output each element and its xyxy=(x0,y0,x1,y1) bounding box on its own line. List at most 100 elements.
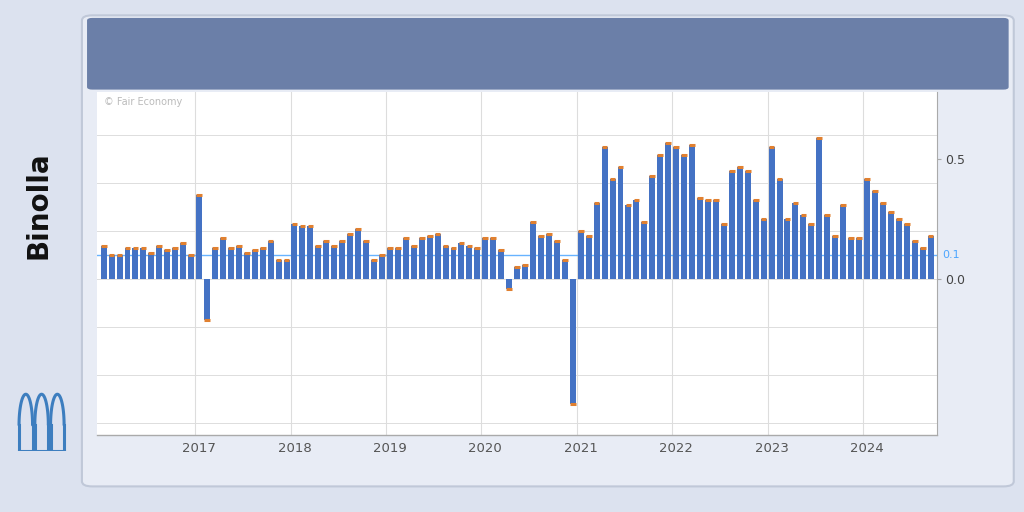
Bar xyxy=(315,246,322,279)
Bar xyxy=(148,253,155,279)
Bar xyxy=(737,166,742,279)
Bar xyxy=(172,248,178,279)
Bar xyxy=(252,250,258,279)
Bar xyxy=(427,236,432,279)
Bar xyxy=(713,200,719,279)
Bar xyxy=(117,255,123,279)
Bar xyxy=(379,255,385,279)
Bar xyxy=(911,241,918,279)
Bar xyxy=(673,147,679,279)
Bar xyxy=(434,233,440,279)
Bar xyxy=(164,250,170,279)
Bar xyxy=(880,203,886,279)
Bar xyxy=(761,219,767,279)
Bar xyxy=(808,224,814,279)
Bar xyxy=(260,248,265,279)
Bar xyxy=(514,267,520,279)
Bar xyxy=(856,239,862,279)
Bar xyxy=(721,224,727,279)
Bar xyxy=(769,147,774,279)
Bar xyxy=(364,241,369,279)
Bar xyxy=(928,236,934,279)
Bar xyxy=(522,265,528,279)
Bar xyxy=(371,260,377,279)
Bar xyxy=(634,200,639,279)
Bar xyxy=(920,248,926,279)
Bar xyxy=(569,279,575,404)
Bar xyxy=(474,248,480,279)
Bar xyxy=(864,179,870,279)
Bar xyxy=(188,255,195,279)
Bar xyxy=(705,200,711,279)
Bar xyxy=(896,219,902,279)
Bar xyxy=(626,205,632,279)
Bar xyxy=(275,260,282,279)
Bar xyxy=(744,172,751,279)
Bar xyxy=(609,179,615,279)
Bar xyxy=(355,229,361,279)
Bar xyxy=(482,239,488,279)
Bar xyxy=(466,246,472,279)
Bar xyxy=(267,241,273,279)
Bar xyxy=(689,145,695,279)
Bar xyxy=(546,233,552,279)
Bar xyxy=(649,176,655,279)
Bar xyxy=(753,200,759,279)
Bar xyxy=(554,241,560,279)
Bar xyxy=(442,246,449,279)
Bar xyxy=(109,255,115,279)
Bar xyxy=(132,248,138,279)
Text: © Fair Economy: © Fair Economy xyxy=(104,97,182,108)
Bar xyxy=(729,172,735,279)
Bar xyxy=(848,239,854,279)
Bar xyxy=(236,246,242,279)
Bar xyxy=(244,253,250,279)
Bar xyxy=(499,250,504,279)
Bar xyxy=(801,215,806,279)
Bar xyxy=(125,248,130,279)
Bar xyxy=(347,233,353,279)
Bar xyxy=(411,246,417,279)
Bar xyxy=(506,279,512,289)
Bar xyxy=(840,205,846,279)
Bar xyxy=(100,246,106,279)
Bar xyxy=(594,203,600,279)
Bar xyxy=(490,239,497,279)
Text: 0.1: 0.1 xyxy=(942,250,961,260)
Bar xyxy=(324,241,330,279)
Bar xyxy=(586,236,592,279)
Bar xyxy=(307,226,313,279)
Bar xyxy=(641,222,647,279)
Bar xyxy=(339,241,345,279)
Bar xyxy=(299,226,305,279)
Bar xyxy=(904,224,909,279)
Bar xyxy=(793,203,799,279)
Bar xyxy=(212,248,218,279)
Bar xyxy=(816,138,822,279)
Bar xyxy=(872,190,878,279)
Bar xyxy=(666,142,671,279)
Bar xyxy=(617,166,624,279)
Bar xyxy=(562,260,568,279)
Bar xyxy=(681,155,687,279)
Bar xyxy=(530,222,536,279)
Bar xyxy=(578,231,584,279)
Bar xyxy=(419,239,425,279)
Bar xyxy=(451,248,457,279)
Bar xyxy=(220,239,226,279)
Bar xyxy=(402,239,409,279)
Bar xyxy=(833,236,839,279)
Bar xyxy=(204,279,210,320)
Bar xyxy=(776,179,782,279)
Text: Binolla: Binolla xyxy=(25,151,53,259)
Bar xyxy=(196,195,202,279)
Bar xyxy=(387,248,393,279)
Bar xyxy=(697,198,703,279)
Bar xyxy=(459,243,465,279)
Bar xyxy=(331,246,337,279)
Bar xyxy=(292,224,297,279)
Bar xyxy=(824,215,830,279)
Bar xyxy=(657,155,664,279)
Bar xyxy=(157,246,162,279)
Bar xyxy=(140,248,146,279)
